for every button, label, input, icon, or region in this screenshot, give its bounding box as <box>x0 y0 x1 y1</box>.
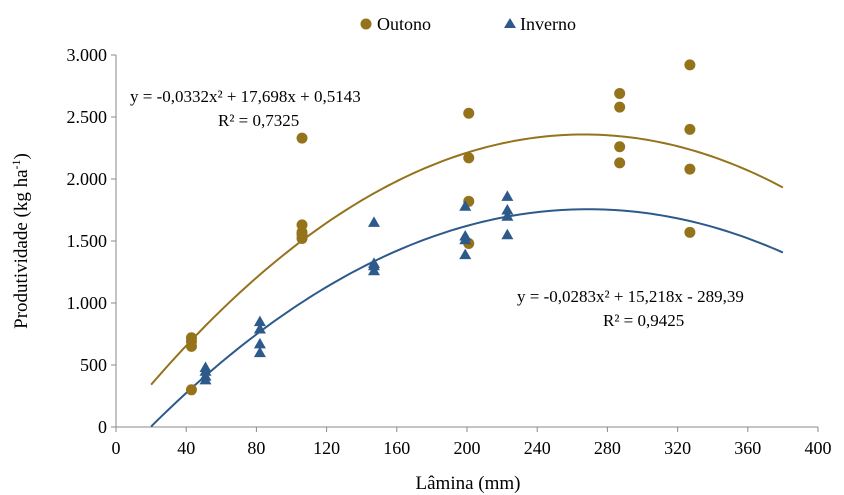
legend: Outono Inverno <box>360 14 576 34</box>
point-inverno <box>253 323 266 334</box>
trend-line-inverno <box>150 208 784 428</box>
point-inverno <box>501 228 514 240</box>
legend-marker-outono <box>360 18 372 30</box>
x-tick-label: 40 <box>177 438 195 458</box>
point-outono <box>296 233 308 245</box>
x-tick-label: 80 <box>247 438 265 458</box>
annotation-inverno: y = -0,0283x² + 15,218x - 289,39 R² = 0,… <box>517 287 744 330</box>
x-tick-label: 320 <box>664 438 691 458</box>
point-inverno <box>199 361 212 372</box>
point-outono <box>185 384 197 396</box>
y-tick-label: 0 <box>98 417 107 437</box>
r2-inverno: R² = 0,9425 <box>603 311 684 330</box>
point-outono <box>463 107 475 119</box>
x-tick-label: 120 <box>313 438 340 458</box>
y-axis-title-main: Produtividade (kg ha <box>11 169 32 329</box>
point-outono <box>684 226 696 238</box>
data-points <box>185 59 696 396</box>
point-inverno <box>367 216 380 227</box>
x-tick-label: 160 <box>383 438 410 458</box>
point-outono <box>296 132 308 144</box>
x-axis-title: Lâmina (mm) <box>416 473 521 494</box>
point-inverno <box>459 200 472 211</box>
legend-label-inverno: Inverno <box>520 14 576 34</box>
point-inverno <box>253 346 266 358</box>
point-outono <box>614 101 626 113</box>
y-tick-label: 3.000 <box>67 45 108 65</box>
trend-lines <box>150 133 784 428</box>
x-tick-label: 240 <box>524 438 551 458</box>
equation-outono: y = -0,0332x² + 17,698x + 0,5143 <box>130 87 361 106</box>
point-outono <box>684 59 696 71</box>
y-tick-label: 1.500 <box>67 231 108 251</box>
x-tick-label: 400 <box>805 438 832 458</box>
annotation-outono: y = -0,0332x² + 17,698x + 0,5143 R² = 0,… <box>130 87 361 130</box>
equation-inverno: y = -0,0283x² + 15,218x - 289,39 <box>517 287 744 306</box>
y-axis-title: Produtividade (kg ha-1) <box>9 153 32 329</box>
y-tick-label: 500 <box>80 355 107 375</box>
point-inverno <box>459 248 472 260</box>
point-inverno <box>253 315 266 327</box>
point-outono <box>614 87 626 99</box>
point-inverno <box>501 190 514 201</box>
point-inverno <box>253 337 266 349</box>
point-inverno <box>501 210 514 221</box>
x-tick-label: 0 <box>112 438 121 458</box>
x-tick-label: 360 <box>734 438 761 458</box>
point-outono <box>684 163 696 175</box>
point-outono <box>614 157 626 169</box>
x-tick-label: 200 <box>454 438 481 458</box>
point-inverno <box>367 264 380 276</box>
y-tick-label: 2.500 <box>67 107 108 127</box>
y-axis-title-sup: -1 <box>9 159 23 169</box>
point-inverno <box>459 233 472 245</box>
trend-line-outono <box>150 133 784 386</box>
point-outono <box>614 141 626 153</box>
legend-label-outono: Outono <box>377 14 431 34</box>
axes: 0 500 1.000 1.500 2.000 2.500 3.000 0 40 80 120 160… <box>67 45 832 458</box>
y-tick-label: 2.000 <box>67 169 108 189</box>
point-outono <box>185 332 197 344</box>
r2-outono: R² = 0,7325 <box>218 111 299 130</box>
point-inverno <box>501 204 514 215</box>
y-axis-title-close: ) <box>11 153 32 159</box>
point-outono <box>463 152 475 164</box>
y-tick-label: 1.000 <box>67 293 108 313</box>
x-tick-label: 280 <box>594 438 621 458</box>
point-outono <box>684 123 696 135</box>
legend-marker-inverno <box>504 18 516 28</box>
